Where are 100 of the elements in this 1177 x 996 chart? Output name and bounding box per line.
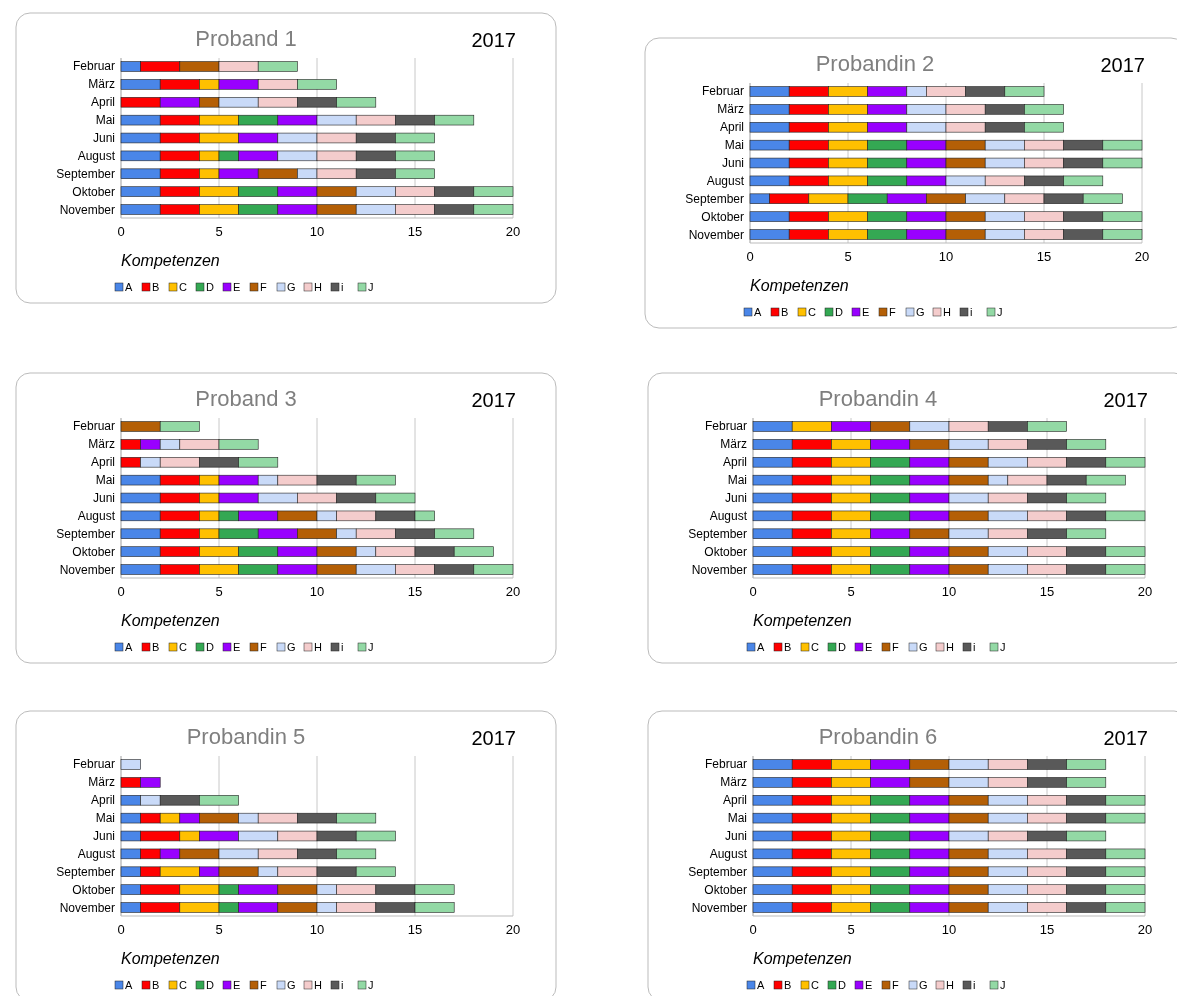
x-tick-label: 15	[407, 224, 423, 239]
legend-label: J	[1000, 641, 1006, 653]
legend-label: F	[892, 979, 899, 991]
x-tick-label: 20	[1137, 584, 1153, 599]
x-tick-label: 0	[749, 584, 757, 599]
y-tick-label: Oktober	[72, 882, 115, 897]
legend-label: i	[970, 306, 973, 318]
y-tick-label: April	[90, 95, 115, 110]
legend-label: B	[784, 979, 792, 991]
y-tick-label: Juni	[724, 491, 747, 505]
x-axis-title: Kompetenzen	[753, 950, 852, 967]
x-axis-title: Kompetenzen	[753, 612, 852, 629]
legend-label: E	[865, 641, 873, 653]
y-tick-label: September	[56, 166, 115, 181]
legend-label: G	[287, 641, 296, 653]
x-tick-label: 10	[309, 224, 325, 239]
legend-label: H	[943, 306, 951, 318]
legend-label: D	[206, 641, 214, 653]
y-tick-label: Oktober	[704, 882, 747, 897]
legend-label: E	[865, 979, 873, 991]
x-tick-label: 10	[938, 249, 954, 264]
y-tick-label: August	[77, 508, 116, 523]
y-tick-label: Juni	[721, 156, 744, 170]
text: 2017	[471, 29, 516, 51]
legend-label: C	[808, 306, 816, 318]
legend-label: A	[757, 641, 765, 653]
y-tick-label: August	[77, 148, 116, 163]
x-tick-label: 10	[941, 584, 957, 599]
y-tick-label: Mai	[727, 811, 747, 826]
x-tick-label: 20	[1134, 249, 1150, 264]
legend-label: i	[341, 641, 344, 653]
legend-label: i	[973, 641, 976, 653]
y-tick-label: März	[720, 437, 747, 452]
y-tick-label: September	[688, 864, 747, 879]
y-tick-label: August	[709, 508, 748, 523]
x-axis-title: Kompetenzen	[750, 277, 849, 294]
text: 2017	[1103, 389, 1148, 411]
x-tick-label: 15	[407, 922, 423, 937]
y-tick-label: Mai	[95, 811, 115, 826]
legend-label: J	[368, 979, 374, 991]
legend-label: J	[1000, 979, 1006, 991]
x-tick-label: 5	[215, 224, 223, 239]
x-tick-label: 15	[1039, 584, 1055, 599]
y-tick-label: September	[56, 526, 115, 541]
legend-label: E	[233, 641, 241, 653]
legend-label: i	[341, 979, 344, 991]
y-tick-label: Mai	[95, 473, 115, 488]
x-tick-label: 5	[847, 584, 855, 599]
chart-title: Probandin 5	[186, 724, 306, 749]
y-tick-label: April	[90, 455, 115, 470]
legend-label: B	[152, 641, 160, 653]
y-tick-label: April	[719, 120, 744, 135]
legend-label: C	[811, 979, 819, 991]
x-tick-label: 10	[309, 584, 325, 599]
x-tick-label: 0	[117, 584, 125, 599]
legend-label: H	[314, 979, 322, 991]
y-tick-label: März	[88, 437, 115, 452]
legend-label: F	[260, 281, 267, 293]
x-tick-label: 5	[847, 922, 855, 937]
y-tick-label: Februar	[701, 84, 744, 99]
legend-label: F	[260, 641, 267, 653]
legend-label: H	[314, 281, 322, 293]
legend-label: G	[919, 979, 928, 991]
x-axis-title: Kompetenzen	[121, 252, 220, 269]
legend-label: H	[946, 641, 954, 653]
legend-label: G	[287, 281, 296, 293]
x-tick-label: 20	[505, 584, 521, 599]
legend-label: C	[811, 641, 819, 653]
legend-label: D	[206, 979, 214, 991]
legend-label: E	[233, 281, 241, 293]
legend-label: B	[152, 979, 160, 991]
x-axis-title: Kompetenzen	[121, 612, 220, 629]
y-tick-label: November	[691, 900, 747, 915]
text: 2017	[1100, 54, 1145, 76]
y-tick-label: November	[691, 562, 747, 577]
x-tick-label: 10	[941, 922, 957, 937]
x-tick-label: 15	[407, 584, 423, 599]
legend-label: J	[368, 641, 374, 653]
y-tick-label: Februar	[72, 59, 115, 74]
legend-label: G	[916, 306, 925, 318]
y-tick-label: April	[722, 455, 747, 470]
legend-label: F	[892, 641, 899, 653]
legend-label: F	[260, 979, 267, 991]
y-tick-label: Februar	[704, 419, 747, 434]
legend-label: A	[125, 281, 133, 293]
legend-label: G	[287, 979, 296, 991]
x-tick-label: 15	[1039, 922, 1055, 937]
y-tick-label: April	[722, 793, 747, 808]
y-tick-label: Mai	[724, 138, 744, 153]
legend-label: B	[784, 641, 792, 653]
y-tick-label: September	[56, 864, 115, 879]
y-tick-label: August	[706, 173, 745, 188]
x-tick-label: 5	[215, 584, 223, 599]
y-tick-label: Juni	[92, 491, 115, 505]
legend-label: C	[179, 281, 187, 293]
chart-title: Probandin 4	[818, 386, 938, 411]
legend-label: D	[838, 641, 846, 653]
y-tick-label: Februar	[704, 757, 747, 772]
legend-label: A	[754, 306, 762, 318]
legend-label: E	[862, 306, 870, 318]
